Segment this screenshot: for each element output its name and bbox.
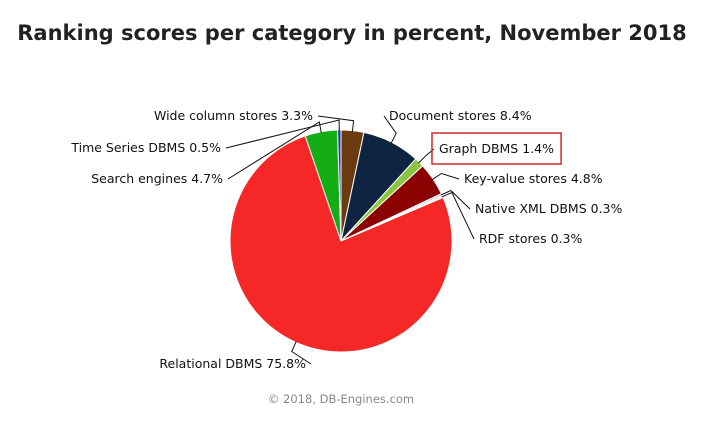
label-search-engines: Search engines 4.7%: [91, 171, 223, 186]
label-wide-column-stores: Wide column stores 3.3%: [154, 108, 313, 123]
label-key-value-stores: Key-value stores 4.8%: [464, 171, 603, 186]
chart-title: Ranking scores per category in percent, …: [17, 21, 686, 45]
label-time-series-dbms: Time Series DBMS 0.5%: [70, 140, 221, 155]
label-document-stores: Document stores 8.4%: [389, 108, 532, 123]
label-relational-dbms: Relational DBMS 75.8%: [159, 356, 306, 371]
chart-credit: © 2018, DB-Engines.com: [268, 392, 414, 406]
leader-key-value-stores: [432, 174, 459, 180]
label-native-xml-dbms: Native XML DBMS 0.3%: [475, 201, 623, 216]
label-rdf-stores: RDF stores 0.3%: [479, 231, 582, 246]
pie-slices: [230, 130, 452, 352]
label-graph-dbms: Graph DBMS 1.4%: [439, 141, 554, 156]
